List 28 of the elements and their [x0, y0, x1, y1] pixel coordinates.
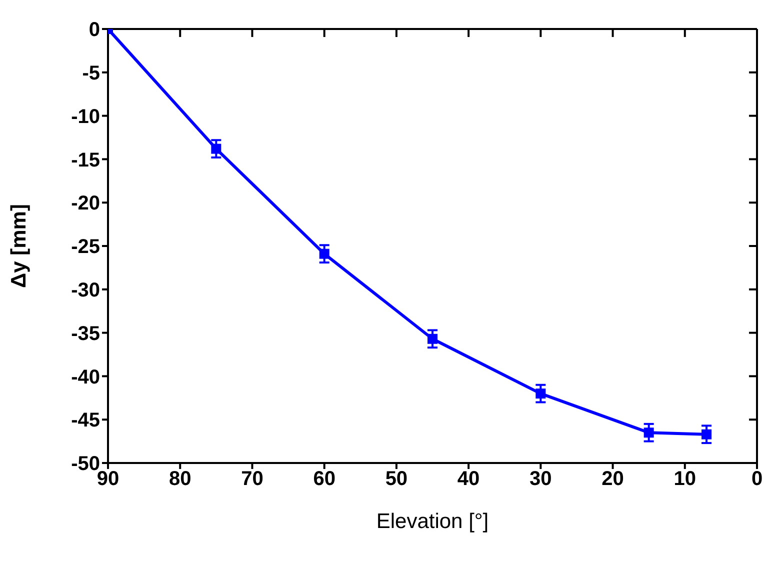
x-tick-label: 0 — [751, 468, 763, 490]
x-tick-label: 10 — [674, 468, 696, 490]
x-tick-label: 40 — [457, 468, 480, 490]
x-tick-label: 60 — [313, 468, 336, 490]
y-tick-label: -25 — [71, 236, 100, 258]
y-tick-label: -35 — [71, 322, 100, 345]
point — [702, 429, 712, 440]
x-axis-title: Elevation [°] — [376, 510, 489, 533]
x-tick-label: 50 — [385, 468, 408, 490]
point — [211, 144, 222, 154]
y-tick-label: -40 — [71, 366, 100, 388]
x-tick-label: 30 — [530, 468, 552, 490]
x-tick-label: 80 — [168, 468, 192, 490]
y-tick-label: -20 — [71, 192, 100, 215]
point — [644, 428, 654, 438]
y-tick-label: -5 — [82, 62, 100, 84]
x-tick-label: 70 — [241, 468, 264, 490]
y-tick-label: -45 — [71, 410, 100, 432]
x-tick-label: 90 — [96, 468, 120, 490]
y-tick-label: -30 — [71, 280, 100, 302]
y-tick-label: -15 — [71, 149, 100, 172]
y-tick-label: -10 — [71, 106, 100, 128]
y-tick-label: 0 — [88, 19, 100, 42]
x-tick-label: 20 — [602, 468, 624, 490]
point — [319, 248, 330, 259]
point — [428, 334, 438, 344]
y-axis-title: Δy [mm] — [7, 204, 30, 288]
point — [536, 388, 546, 399]
